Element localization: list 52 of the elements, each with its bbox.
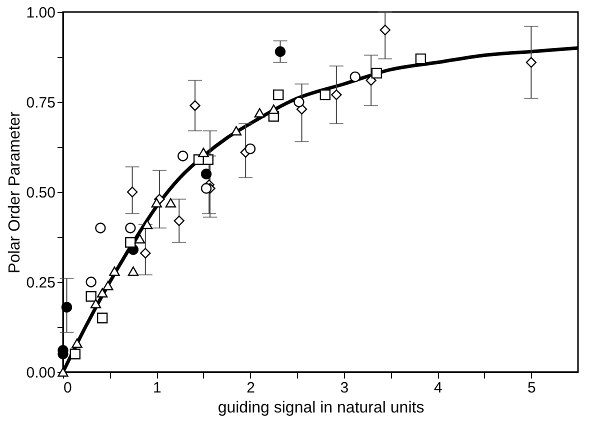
point	[198, 148, 209, 158]
point	[526, 57, 537, 68]
y-tick-label: 0.00	[26, 364, 56, 382]
x-tick-label: 1	[152, 380, 162, 396]
point	[109, 266, 120, 276]
point	[96, 288, 108, 298]
point	[380, 24, 390, 36]
x-tick-label: 3	[340, 380, 349, 396]
y-tick-label: 0.25	[26, 274, 56, 292]
point	[90, 298, 102, 308]
point	[61, 302, 72, 313]
point	[96, 312, 108, 324]
point	[273, 89, 284, 100]
point	[134, 234, 146, 244]
point	[254, 108, 265, 118]
point	[331, 89, 342, 100]
point	[200, 168, 212, 180]
point	[165, 198, 176, 208]
point	[244, 143, 256, 154]
point	[72, 338, 82, 348]
point	[350, 71, 360, 82]
point	[415, 53, 426, 64]
point	[178, 150, 188, 162]
x-tick-label: 2	[246, 380, 255, 396]
point	[125, 237, 136, 248]
point	[95, 222, 106, 234]
point	[125, 222, 136, 234]
x-tick-label: 4	[434, 380, 442, 396]
point	[274, 46, 286, 57]
point	[126, 186, 138, 198]
point	[86, 291, 96, 302]
y-axis-title: Polar Order Parameter	[6, 110, 24, 274]
point	[371, 68, 382, 79]
point	[268, 104, 280, 114]
point	[151, 198, 162, 208]
y-tick-label: 0.50	[26, 184, 56, 202]
x-axis-title: guiding signal in natural units	[218, 400, 424, 416]
point	[320, 89, 331, 100]
point	[294, 96, 304, 108]
point	[140, 248, 151, 259]
point	[174, 215, 184, 226]
point	[128, 266, 139, 276]
point	[86, 276, 96, 288]
point	[230, 126, 242, 136]
x-tick-label: 5	[528, 380, 536, 396]
point	[200, 183, 212, 194]
x-tick-label: 0	[64, 380, 72, 396]
y-tick-label: 1.00	[26, 4, 56, 22]
y-tick-label: 0.75	[26, 94, 56, 112]
point	[190, 100, 200, 111]
point	[102, 280, 114, 290]
point	[70, 348, 81, 360]
